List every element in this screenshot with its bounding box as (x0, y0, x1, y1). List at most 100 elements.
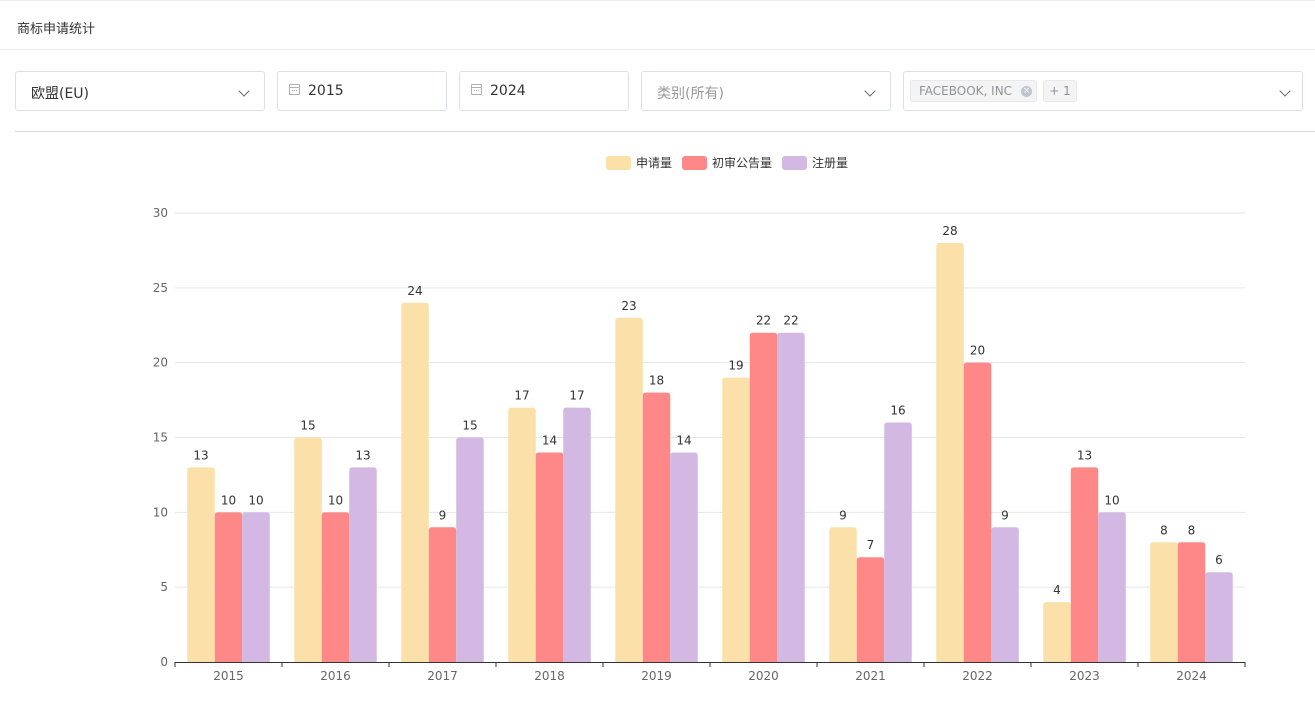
y-tick-label: 20 (153, 356, 168, 370)
bar[interactable] (1205, 572, 1233, 662)
x-tick-label: 2015 (213, 669, 244, 683)
start-year-value: 2015 (308, 83, 344, 99)
chart-area: 0 5 10 15 20 25 30 13 15 24 17 23 19 9 28 4 8 10 10 9 14 18 22… (0, 133, 1315, 715)
end-year-picker[interactable]: 2024 (459, 71, 629, 111)
x-tick-label: 2016 (320, 669, 351, 683)
bar[interactable] (563, 407, 591, 662)
region-select[interactable]: 欧盟(EU) (15, 71, 265, 111)
data-label: 9 (839, 508, 847, 522)
close-circle-icon[interactable]: × (1021, 86, 1032, 97)
bar[interactable] (963, 362, 992, 662)
x-tick-label: 2019 (641, 669, 672, 683)
data-label: 9 (439, 508, 447, 522)
data-label: 8 (1160, 523, 1168, 537)
top-border (0, 0, 1315, 1)
bar[interactable] (884, 422, 912, 662)
region-select-value: 欧盟(EU) (31, 86, 90, 102)
legend-label[interactable]: 初审公告量 (712, 155, 772, 170)
data-label: 10 (221, 493, 236, 507)
bar[interactable] (1043, 602, 1071, 662)
data-label: 22 (756, 314, 771, 328)
bar[interactable] (991, 527, 1019, 662)
y-tick-label: 25 (153, 281, 168, 295)
bar[interactable] (428, 527, 457, 662)
legend-swatch[interactable] (782, 156, 807, 170)
bar[interactable] (777, 332, 805, 662)
x-tick-label: 2018 (534, 669, 565, 683)
bar[interactable] (642, 392, 671, 662)
y-tick-label: 5 (160, 580, 168, 594)
bar[interactable] (349, 467, 377, 662)
legend-swatch[interactable] (606, 156, 631, 170)
bar[interactable] (214, 512, 243, 662)
bar[interactable] (722, 377, 750, 662)
bar[interactable] (1070, 467, 1099, 662)
data-label: 15 (300, 419, 315, 433)
data-label: 6 (1215, 553, 1223, 567)
data-label: 7 (867, 538, 875, 552)
bar-chart: 0 5 10 15 20 25 30 13 15 24 17 23 19 9 28 4 8 10 10 9 14 18 22… (153, 155, 1246, 683)
bar[interactable] (456, 437, 484, 663)
bar[interactable] (749, 332, 778, 662)
data-label: 14 (542, 433, 557, 447)
bar[interactable] (294, 437, 322, 663)
category-select-placeholder: 类别(所有) (657, 86, 724, 102)
x-tick-label: 2020 (748, 669, 779, 683)
bar[interactable] (670, 452, 698, 662)
applicant-multiselect[interactable]: FACEBOOK, INC × + 1 (903, 71, 1303, 111)
y-tick-label: 10 (153, 505, 168, 519)
applicant-tag-label: FACEBOOK, INC (919, 84, 1013, 98)
legend-label[interactable]: 注册量 (812, 155, 848, 170)
data-label: 13 (193, 448, 208, 462)
data-label: 13 (355, 448, 370, 462)
filters-divider (15, 131, 1315, 132)
legend-label[interactable]: 申请量 (636, 156, 672, 170)
data-label: 18 (649, 374, 664, 388)
end-year-value: 2024 (490, 83, 526, 99)
x-tick-label: 2021 (855, 669, 886, 683)
data-label: 17 (569, 389, 584, 403)
data-label: 4 (1053, 583, 1061, 597)
data-label: 10 (1104, 493, 1119, 507)
bar[interactable] (856, 557, 885, 662)
y-tick-label: 30 (153, 206, 168, 220)
data-label: 19 (728, 359, 743, 373)
data-label: 8 (1188, 523, 1196, 537)
data-label: 22 (783, 314, 798, 328)
legend-swatch[interactable] (682, 156, 707, 170)
data-label: 28 (942, 224, 957, 238)
bar[interactable] (187, 467, 215, 662)
data-label: 9 (1001, 508, 1009, 522)
chevron-down-icon (864, 85, 876, 97)
bar[interactable] (535, 452, 564, 662)
data-label: 14 (676, 433, 691, 447)
page-title: 商标申请统计 (17, 22, 96, 37)
chevron-down-icon (1279, 85, 1291, 97)
data-label: 17 (514, 389, 529, 403)
category-select[interactable]: 类别(所有) (641, 71, 891, 111)
data-label: 24 (407, 284, 422, 298)
data-label: 23 (621, 299, 636, 313)
page-header: 商标申请统计 (0, 1, 1315, 50)
bar[interactable] (1177, 542, 1206, 662)
bar[interactable] (829, 527, 857, 662)
x-tick-label: 2024 (1176, 669, 1207, 683)
bar[interactable] (321, 512, 350, 662)
chevron-down-icon (238, 85, 250, 97)
calendar-icon (471, 84, 482, 95)
bar[interactable] (615, 317, 643, 662)
x-tick-label: 2023 (1069, 669, 1100, 683)
applicant-tag: FACEBOOK, INC × (910, 80, 1037, 102)
bar[interactable] (1098, 512, 1126, 662)
data-label: 16 (890, 404, 905, 418)
bar[interactable] (1150, 542, 1178, 662)
x-tick-label: 2017 (427, 669, 458, 683)
start-year-picker[interactable]: 2015 (277, 71, 447, 111)
data-label: 10 (328, 493, 343, 507)
bar[interactable] (936, 242, 964, 662)
bar[interactable] (508, 407, 536, 662)
data-label: 15 (462, 419, 477, 433)
bar[interactable] (242, 512, 270, 662)
bar[interactable] (401, 302, 429, 662)
